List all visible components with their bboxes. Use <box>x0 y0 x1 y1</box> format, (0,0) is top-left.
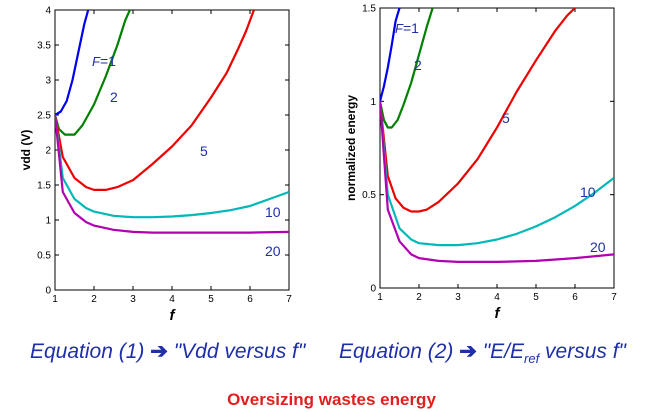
series-label: 5 <box>502 110 510 126</box>
y-tick-label: 3.5 <box>37 41 51 52</box>
y-tick-label: 1 <box>45 216 51 227</box>
series-group <box>380 8 614 263</box>
series-label: 2 <box>414 57 422 73</box>
plot-frame <box>379 7 615 289</box>
series-label: F=1 <box>395 20 419 36</box>
series-label: F=1 <box>92 53 116 69</box>
y-tick-label: 0 <box>45 286 51 297</box>
caption-left-desc: "Vdd versus f" <box>173 340 306 363</box>
x-axis-label: f <box>495 305 502 322</box>
y-axis-label: normalized energy <box>344 95 358 201</box>
series-line <box>55 10 90 116</box>
y-tick-label: 3 <box>45 76 51 87</box>
caption-right: Equation (2) ➔ "E/Eref versus f" <box>339 339 626 366</box>
x-tick-label: 2 <box>91 294 97 305</box>
x-tick-label: 1 <box>377 292 383 303</box>
arrow-right-icon: ➔ <box>459 340 477 363</box>
x-tick-label: 1 <box>52 294 58 305</box>
series-label-value: =1 <box>403 20 419 36</box>
y-tick-label: 0.5 <box>37 251 51 262</box>
footer-text: Oversizing wastes energy <box>227 390 436 409</box>
series-label: 5 <box>200 143 208 159</box>
series-label: 20 <box>265 243 281 259</box>
series-group <box>55 10 289 234</box>
x-tick-label: 5 <box>208 294 214 305</box>
y-tick-label: 4 <box>45 6 51 17</box>
series-line <box>380 8 401 102</box>
series-label-var: F <box>395 21 404 36</box>
series-label: 10 <box>265 204 281 220</box>
caption-right-post: versus f" <box>539 340 626 363</box>
caption-left: Equation (1) ➔ "Vdd versus f" <box>30 339 305 364</box>
series-label: 2 <box>110 89 118 105</box>
x-tick-label: 6 <box>247 294 253 305</box>
series-label: 10 <box>580 184 596 200</box>
x-tick-label: 3 <box>130 294 136 305</box>
vdd-chart: 1 2 3 4 5 6 7 0 0.5 1 1.5 2 2.5 3 3.5 4 f vdd (V) F=1 2 5 10 2… <box>19 6 292 325</box>
y-tick-label: 1.5 <box>362 4 376 15</box>
y-tick-label: 2 <box>45 146 51 157</box>
caption-right-pre: "E/E <box>482 340 525 363</box>
series-line <box>55 10 255 191</box>
y-axis-label: vdd (V) <box>19 130 33 171</box>
x-tick-label: 4 <box>169 294 175 305</box>
y-tick-label: 1.5 <box>37 181 51 192</box>
caption-right-sub: ref <box>524 351 540 367</box>
series-label-var: F <box>92 54 101 69</box>
caption-right-eq: Equation (2) <box>339 340 454 363</box>
x-tick-label: 2 <box>416 292 422 303</box>
y-tick-label: 0.5 <box>362 190 376 201</box>
series-label-value: =1 <box>100 53 116 69</box>
caption-left-eq: Equation (1) <box>30 340 145 363</box>
x-tick-label: 7 <box>286 294 292 305</box>
series-line <box>55 114 289 234</box>
energy-chart: 1 2 3 4 5 6 7 0 0.5 1 1.5 f normalized energy F=1 2 5 10… <box>344 4 617 323</box>
y-tick-label: 1 <box>370 97 376 108</box>
series-line <box>380 8 576 213</box>
arrow-right-icon: ➔ <box>150 340 168 363</box>
x-tick-label: 7 <box>611 292 617 303</box>
series-line <box>55 114 289 219</box>
y-tick-label: 0 <box>370 284 376 295</box>
series-line <box>380 101 614 263</box>
series-line <box>380 101 614 247</box>
series-line <box>55 10 131 136</box>
y-tick-label: 2.5 <box>37 111 51 122</box>
x-tick-label: 6 <box>572 292 578 303</box>
x-tick-label: 5 <box>533 292 539 303</box>
plot-frame <box>54 9 290 291</box>
x-tick-label: 4 <box>494 292 500 303</box>
series-line <box>380 8 434 129</box>
x-axis-label: f <box>170 307 177 324</box>
x-tick-label: 3 <box>455 292 461 303</box>
series-label: 20 <box>590 239 606 255</box>
